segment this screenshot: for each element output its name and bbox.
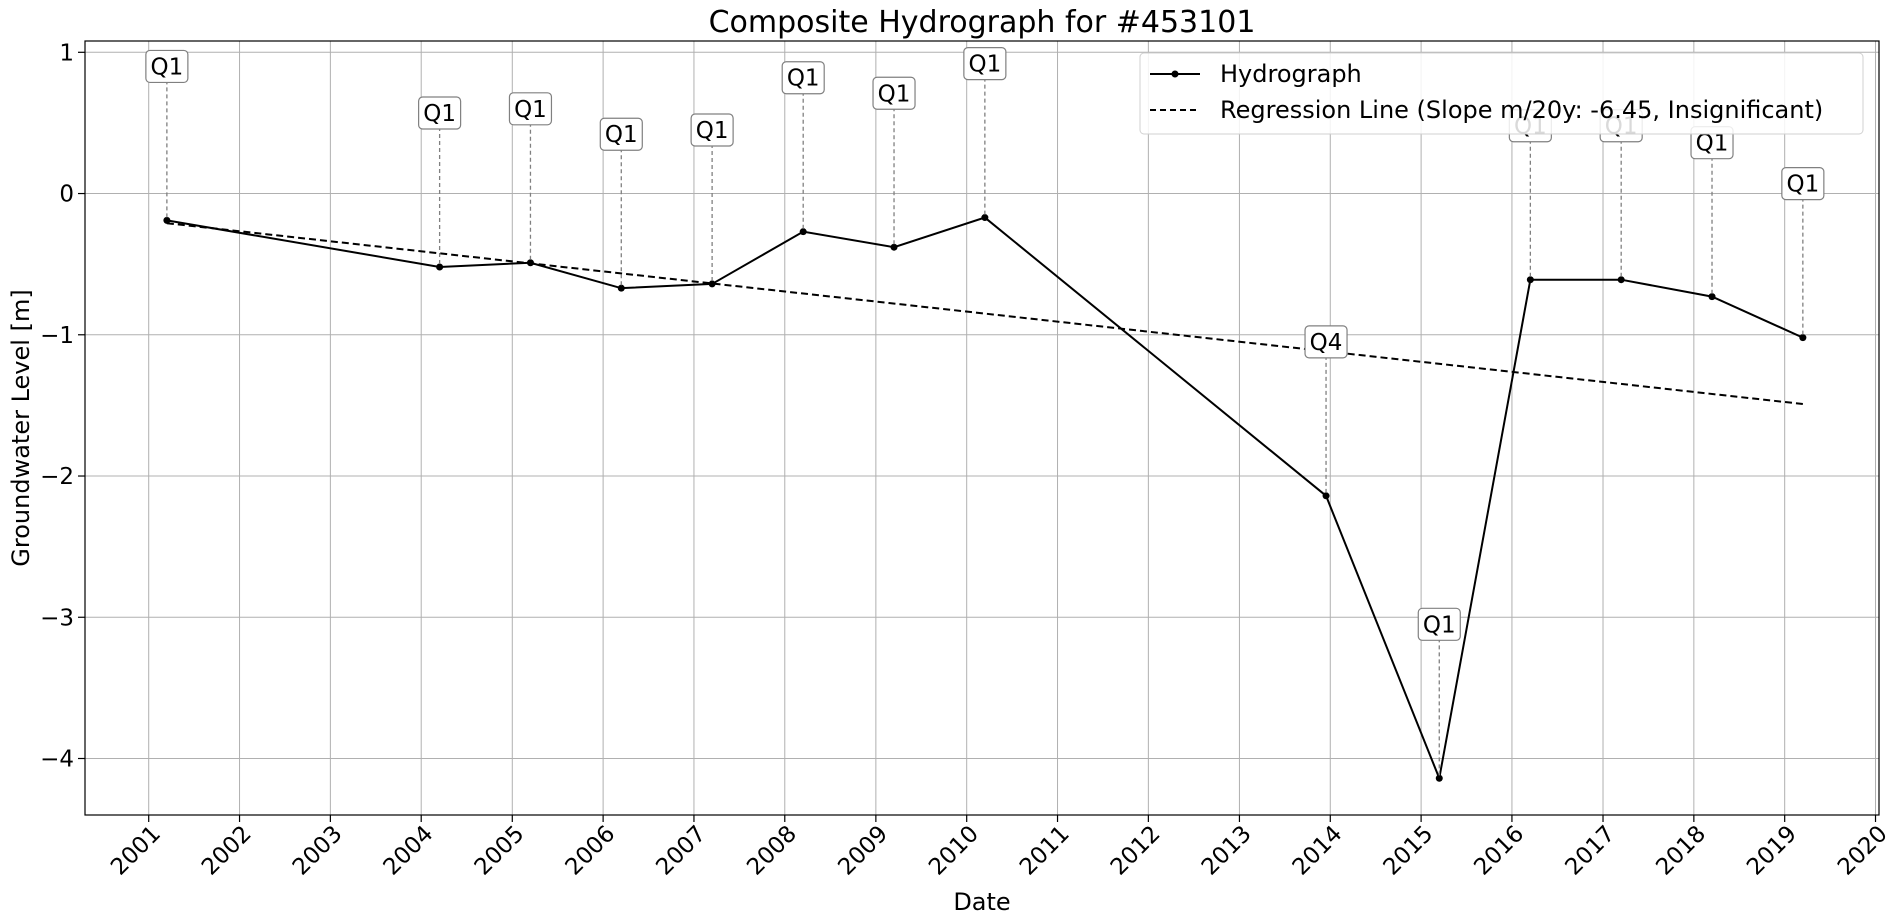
hydrograph-point [981, 214, 989, 222]
hydrograph-point [708, 280, 716, 288]
annotation-label: Q1 [787, 66, 820, 92]
hydrograph-point [436, 263, 444, 271]
annotation-label: Q1 [423, 101, 456, 127]
annotation-box [781, 61, 825, 95]
x-tick-label: 2005 [470, 821, 530, 881]
annotation-label: Q1 [696, 118, 729, 144]
hydrograph-point [1799, 334, 1807, 342]
x-tick-label: 2015 [1379, 821, 1439, 881]
annotation-box [599, 117, 643, 151]
legend-regression-label: Regression Line (Slope m/20y: -6.45, Ins… [1220, 96, 1823, 124]
x-tick-label: 2008 [742, 821, 802, 881]
y-tick-label: −1 [40, 323, 74, 349]
annotation-label: Q1 [1696, 131, 1729, 157]
regression-series-line [166, 222, 1803, 405]
annotation-label: Q1 [1786, 172, 1819, 198]
hydrograph-point [890, 243, 898, 251]
x-tick-label: 2007 [651, 821, 711, 881]
hydrograph-point [163, 216, 171, 224]
annotation-label: Q4 [1310, 330, 1343, 356]
hydrograph-point [1708, 293, 1716, 301]
annotation-box [508, 92, 553, 126]
hydrograph-point [1617, 276, 1625, 284]
annotation-box [963, 46, 1007, 81]
hydrograph-point [799, 228, 807, 236]
annotation-label: Q1 [878, 81, 911, 107]
x-tick-label: 2013 [1197, 821, 1257, 881]
y-axis-label: Groundwater Level [m] [7, 289, 35, 566]
grid [85, 41, 1879, 815]
series-layer [163, 214, 1807, 782]
hydrograph-point [1526, 276, 1534, 284]
y-tick-label: 1 [59, 40, 74, 66]
annotation-box [1781, 167, 1825, 201]
x-tick-label: 2001 [106, 821, 166, 881]
legend-hydrograph-label: Hydrograph [1220, 60, 1362, 88]
annotation-label: Q1 [1423, 612, 1456, 638]
annotation-box [145, 49, 189, 84]
hydrograph-point [1435, 774, 1443, 782]
annotation-label: Q1 [150, 54, 183, 80]
x-tick-label: 2009 [833, 821, 893, 881]
annotation-box [418, 96, 462, 130]
x-tick-label: 2004 [379, 821, 439, 881]
x-axis-label: Date [953, 888, 1010, 916]
legend-hydrograph-marker [1171, 70, 1179, 78]
x-tick-label: 2018 [1651, 821, 1711, 881]
annotations-layer: Q1Q1Q1Q1Q1Q1Q1Q1Q4Q1Q1Q1Q1Q1 [145, 46, 1825, 779]
x-tick-label: 2011 [1015, 821, 1075, 881]
x-tick-label: 2020 [1833, 821, 1893, 881]
x-tick-label: 2017 [1560, 821, 1620, 881]
annotation-box [690, 113, 734, 147]
annotation-label: Q1 [605, 122, 638, 148]
x-tick-label: 2012 [1106, 821, 1166, 881]
hydrograph-series-line [166, 216, 1804, 782]
x-tick-label: 2003 [288, 821, 348, 881]
x-tick-label: 2019 [1742, 821, 1802, 881]
annotation-box [1304, 325, 1348, 359]
plot-frame [84, 40, 1880, 816]
x-tick-label: 2014 [1288, 821, 1348, 881]
y-tick-label: 0 [59, 182, 74, 208]
annotation-box [872, 76, 916, 110]
y-axis-ticks: 1 0 −1 −2 −3 −4 [40, 40, 85, 773]
hydrograph-point [617, 284, 625, 292]
x-tick-label: 2002 [197, 821, 257, 881]
chart-title: Composite Hydrograph for #453101 [709, 5, 1256, 40]
x-tick-label: 2016 [1469, 821, 1529, 881]
x-axis-ticks: 2001 2002 2003 2004 2005 2006 2007 2008 2009 2010… [106, 815, 1893, 881]
x-tick-label: 2006 [561, 821, 621, 881]
legend: Hydrograph Regression Line (Slope m/20y:… [1139, 52, 1864, 135]
annotation-label: Q1 [968, 52, 1001, 78]
legend-box [1139, 52, 1864, 135]
y-tick-label: −2 [40, 464, 74, 490]
x-tick-label: 2010 [924, 821, 984, 881]
y-tick-label: −3 [40, 605, 74, 631]
y-tick-label: −4 [40, 747, 74, 773]
annotation-box [1417, 607, 1461, 641]
annotation-label: Q1 [514, 97, 547, 123]
hydrograph-point [1322, 492, 1330, 500]
